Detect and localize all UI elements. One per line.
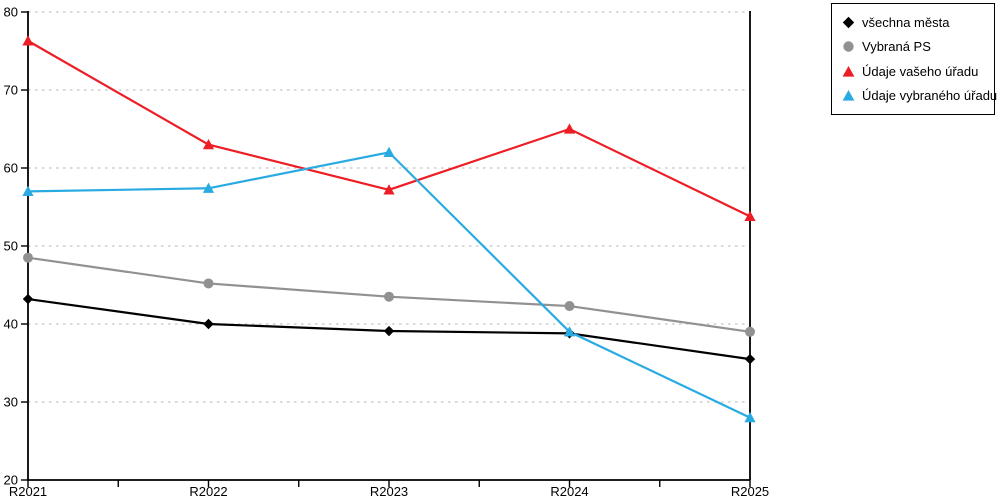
series-marker	[383, 184, 395, 195]
series-marker	[22, 185, 34, 196]
series-marker	[383, 325, 395, 337]
series-marker	[744, 353, 756, 365]
legend-item-label: Údaje vybraného úřadu	[862, 87, 998, 103]
series-marker	[22, 293, 34, 305]
y-tick-label: 70	[4, 83, 18, 98]
series-marker	[203, 318, 214, 330]
legend-item: Vybraná PS	[842, 39, 990, 54]
legend-item-label: Údaje vašeho úřadu	[862, 63, 979, 79]
series-marker	[202, 182, 215, 193]
legend-box: všechna města Vybraná PS Údaje vašeho úřad…	[831, 3, 997, 115]
legend-item: všechna města	[842, 15, 990, 30]
series-marker	[744, 412, 756, 423]
series-marker	[23, 252, 33, 263]
legend-item-label: všechna města	[862, 15, 950, 31]
legend-item-label: Vybraná PS	[862, 39, 931, 55]
series-marker	[383, 146, 395, 157]
legend-item: Údaje vašeho úřadu	[842, 64, 990, 79]
series-marker	[202, 139, 215, 150]
x-tick-label: R2024	[550, 484, 588, 499]
y-tick-label: 40	[4, 317, 18, 332]
legend-item: Údaje vybraného úřadu	[842, 88, 997, 103]
triangle-marker-icon	[842, 65, 855, 77]
x-tick-label: R2021	[9, 484, 47, 499]
y-tick-label: 20	[4, 473, 18, 488]
series-marker	[744, 210, 756, 221]
series-marker	[563, 326, 576, 337]
x-tick-label: R2025	[731, 484, 769, 499]
series-marker	[22, 35, 34, 46]
y-tick-label: 60	[4, 161, 18, 176]
circle-marker-icon	[843, 41, 854, 53]
series-marker	[203, 278, 214, 289]
series-marker	[564, 301, 575, 312]
x-tick-label: R2023	[370, 484, 408, 499]
series-marker	[384, 291, 394, 302]
series-marker	[563, 123, 576, 134]
series-marker	[745, 326, 755, 337]
y-tick-label: 80	[4, 5, 18, 20]
x-tick-label: R2022	[189, 484, 227, 499]
triangle-marker-icon	[842, 89, 855, 101]
diamond-marker-icon	[842, 16, 855, 29]
y-tick-label: 50	[4, 239, 18, 254]
y-tick-label: 30	[4, 395, 18, 410]
